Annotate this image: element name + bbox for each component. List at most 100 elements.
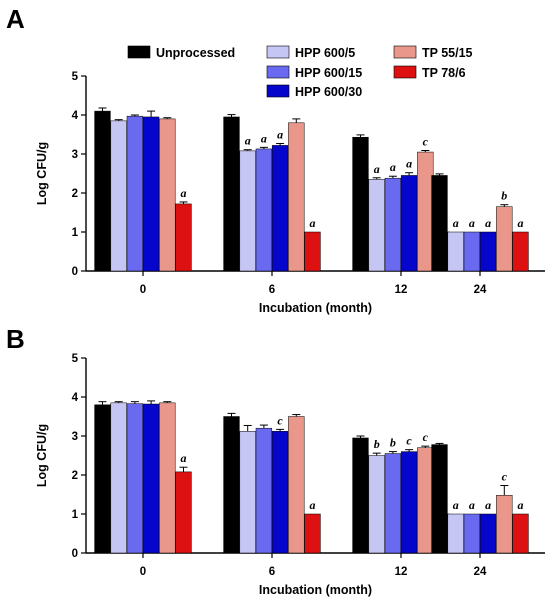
bar-hpp-600-5-m0	[110, 120, 127, 272]
bar-tp-78-6-m0	[175, 471, 192, 554]
significance-label: a	[181, 451, 187, 465]
bar-hpp-600-30-m12	[400, 451, 418, 554]
legend: Unprocessed HPP 600/5 HPP 600/15 HPP 600/30…	[127, 45, 473, 99]
bar-tp-78-6-m6	[304, 231, 321, 272]
significance-label: c	[423, 134, 429, 148]
x-tick-label: 6	[269, 566, 275, 578]
legend-swatch-tp-78-6	[393, 65, 417, 79]
significance-label: a	[485, 216, 491, 230]
x-axis-title: Incubation (month)	[259, 301, 372, 315]
bar-hpp-600-5-m12	[368, 179, 385, 272]
significance-label: c	[406, 434, 412, 448]
bar-tp-55-15-m24	[496, 495, 513, 554]
bar-hpp-600-5-m24	[447, 513, 464, 554]
significance-label: a	[390, 160, 396, 174]
panel-a: A0123450a6aaaa12aaaca24aaabaIncubation (…	[6, 4, 545, 315]
panel-label: B	[6, 324, 25, 354]
bar-hpp-600-15-m12	[384, 177, 402, 272]
y-tick-label: 3	[72, 149, 78, 161]
y-axis-title: Log CFU/g	[35, 142, 49, 205]
bar-unprocessed-m6	[223, 116, 240, 272]
bar-tp-78-6-m24	[512, 513, 529, 554]
y-tick-label: 2	[72, 188, 78, 200]
bar-hpp-600-15-m0	[126, 115, 144, 272]
significance-label: b	[390, 436, 396, 450]
bar-hpp-600-30-m6	[271, 431, 289, 554]
significance-label: a	[181, 186, 187, 200]
y-tick-label: 0	[72, 548, 78, 560]
significance-label: a	[374, 162, 380, 176]
y-tick-label: 1	[72, 509, 79, 521]
bar-tp-55-15-m6	[288, 416, 305, 554]
y-tick-label: 1	[72, 227, 79, 239]
bar-tp-55-15-m0	[159, 402, 176, 554]
bar-tp-55-15-m12	[417, 447, 434, 554]
bar-unprocessed-m12	[352, 437, 369, 554]
x-tick-label: 24	[474, 284, 487, 296]
significance-label: a	[453, 498, 459, 512]
x-tick-label: 24	[474, 566, 487, 578]
bar-unprocessed-m0	[94, 110, 111, 272]
legend-swatch-hpp-600-30	[266, 84, 290, 98]
significance-label: a	[518, 498, 524, 512]
bar-hpp-600-30-m0	[142, 116, 160, 272]
y-tick-label: 0	[72, 266, 78, 278]
bar-tp-55-15-m6	[288, 122, 305, 272]
significance-label: a	[245, 134, 251, 148]
x-tick-label: 0	[140, 284, 146, 296]
significance-label: a	[277, 127, 283, 141]
y-tick-label: 5	[72, 353, 79, 365]
bar-hpp-600-30-m24	[479, 231, 497, 272]
x-tick-label: 12	[395, 284, 408, 296]
bar-hpp-600-30-m24	[479, 513, 497, 554]
bar-tp-78-6-m24	[512, 231, 529, 272]
significance-label: a	[469, 498, 475, 512]
y-axis-title: Log CFU/g	[35, 424, 49, 487]
x-tick-label: 6	[269, 284, 275, 296]
bar-hpp-600-5-m6	[239, 150, 256, 272]
significance-label: c	[423, 430, 429, 444]
y-tick-label: 3	[72, 431, 78, 443]
bar-tp-55-15-m0	[159, 118, 176, 272]
bar-hpp-600-15-m6	[255, 427, 273, 554]
bar-unprocessed-m6	[223, 416, 240, 554]
bar-tp-55-15-m12	[417, 151, 434, 272]
y-tick-label: 4	[72, 110, 79, 122]
legend-label: TP 78/6	[422, 66, 466, 80]
x-tick-label: 0	[140, 566, 146, 578]
significance-label: a	[310, 216, 316, 230]
bar-hpp-600-15-m12	[384, 453, 402, 554]
significance-label: a	[485, 498, 491, 512]
significance-label: a	[469, 216, 475, 230]
bar-hpp-600-15-m6	[255, 148, 273, 272]
significance-label: c	[502, 470, 508, 484]
legend-label: HPP 600/15	[295, 66, 362, 80]
significance-label: a	[261, 131, 267, 145]
panel-b: B0123450a6ca12bbcca24aaacaIncubation (mo…	[6, 324, 545, 597]
bar-hpp-600-5-m0	[110, 402, 127, 554]
legend-label: HPP 600/30	[295, 85, 362, 99]
bar-hpp-600-5-m6	[239, 431, 256, 554]
bar-hpp-600-30-m0	[142, 403, 160, 554]
bar-hpp-600-15-m0	[126, 403, 144, 554]
significance-label: a	[406, 157, 412, 171]
bar-hpp-600-30-m12	[400, 175, 418, 272]
bar-hpp-600-15-m24	[463, 513, 481, 554]
legend-swatch-hpp-600-5	[266, 45, 290, 59]
legend-label: HPP 600/5	[295, 46, 355, 60]
bar-hpp-600-15-m24	[463, 231, 481, 272]
x-tick-label: 12	[395, 566, 408, 578]
bar-tp-78-6-m6	[304, 513, 321, 554]
bar-hpp-600-5-m12	[368, 455, 385, 554]
legend-label: Unprocessed	[156, 46, 235, 60]
significance-label: b	[501, 189, 507, 203]
legend-label: TP 55/15	[422, 46, 473, 60]
y-tick-label: 2	[72, 470, 78, 482]
significance-label: b	[374, 437, 380, 451]
bar-tp-78-6-m0	[175, 203, 192, 272]
significance-label: c	[277, 413, 283, 427]
bar-hpp-600-30-m6	[271, 145, 289, 272]
panel-label: A	[6, 4, 25, 34]
bar-unprocessed-m0	[94, 404, 111, 554]
